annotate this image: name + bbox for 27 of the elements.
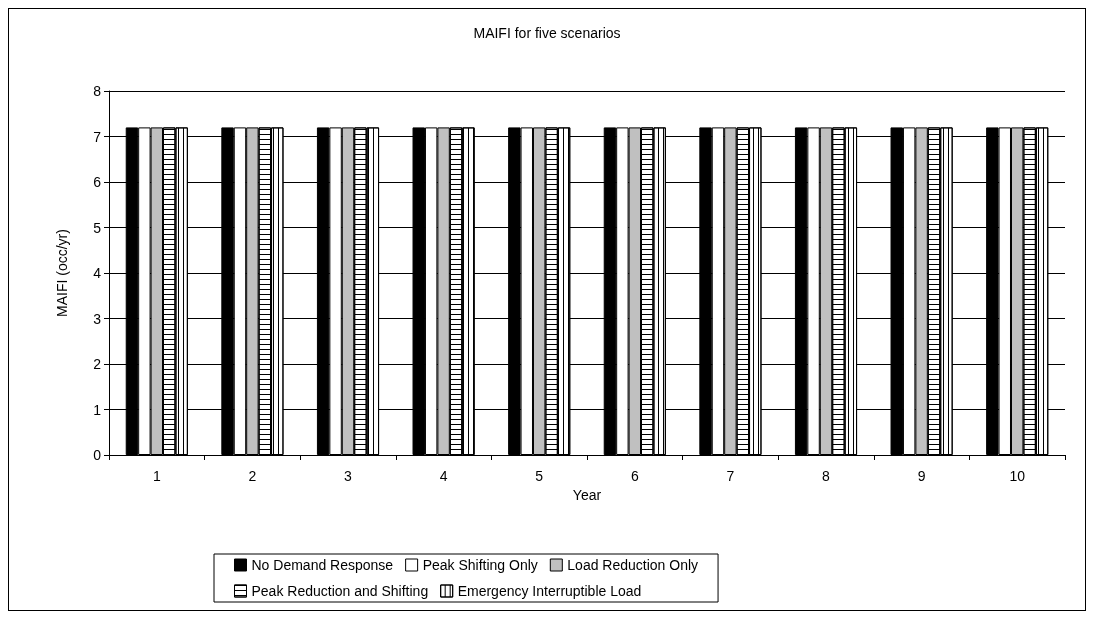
x-tick-label: 1 bbox=[152, 468, 161, 484]
x-tick-label: 4 bbox=[439, 468, 448, 484]
y-tick-label: 4 bbox=[93, 265, 102, 281]
x-tick-label: 5 bbox=[535, 468, 544, 484]
x-tick-label: 9 bbox=[917, 468, 926, 484]
y-tick-label: 8 bbox=[93, 83, 102, 99]
x-tick-label: 10 bbox=[1009, 468, 1026, 484]
x-tick-label: 8 bbox=[822, 468, 831, 484]
y-tick-label: 6 bbox=[93, 174, 102, 190]
legend-label: Peak Reduction and Shifting bbox=[251, 583, 429, 599]
y-tick-label: 0 bbox=[93, 447, 102, 463]
legend-label: Peak Shifting Only bbox=[422, 557, 538, 573]
y-tick-label: 5 bbox=[93, 219, 102, 236]
legend-label: No Demand Response bbox=[251, 557, 394, 573]
x-tick-label: 6 bbox=[630, 468, 639, 484]
chart-title: MAIFI for five scenarios bbox=[473, 25, 621, 41]
x-tick-label: 7 bbox=[726, 468, 735, 484]
legend-label: Load Reduction Only bbox=[567, 557, 699, 573]
legend-label: Emergency Interruptible Load bbox=[457, 583, 642, 599]
y-tick-label: 3 bbox=[93, 310, 102, 327]
y-tick-label: 1 bbox=[93, 401, 102, 418]
y-tick-label: 7 bbox=[93, 128, 102, 145]
x-axis-title: Year bbox=[572, 486, 602, 503]
y-axis-title: MAIFI (occ/yr) bbox=[54, 229, 70, 317]
x-tick-label: 3 bbox=[344, 468, 353, 484]
x-tick-label: 2 bbox=[248, 468, 257, 484]
y-tick-label: 2 bbox=[93, 356, 102, 372]
